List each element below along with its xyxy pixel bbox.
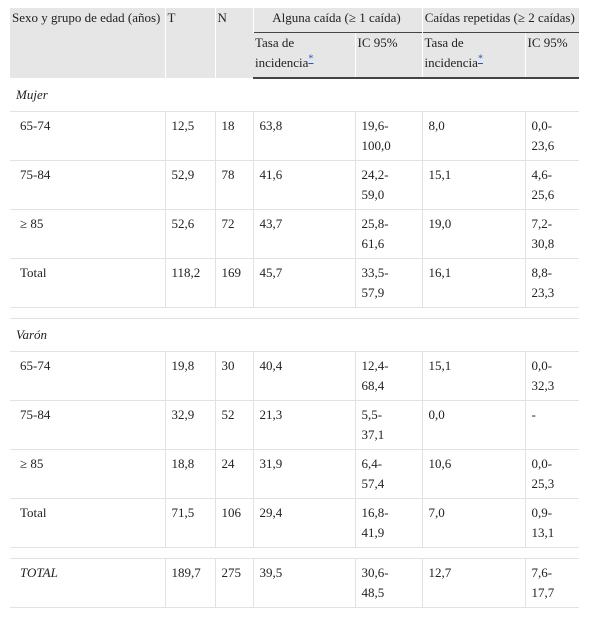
table-row: 75-84 52,9 78 41,6 24,2-59,0 15,1 4,6-25,6 (10, 160, 580, 210)
header-cell: Sexo y grupo de edad (años) (10, 8, 165, 78)
header-cell: Caídas repetidas (≥ 2 caídas) (421, 8, 580, 33)
spacer-row (10, 547, 580, 559)
subheader-cell: Tasa de incidencia* (253, 32, 355, 79)
data-cell: 72 (214, 209, 253, 259)
data-cell: 29,4 (252, 498, 355, 548)
table-row: Total 71,5 106 29,4 16,8-41,9 7,0 0,9-13,1 (10, 498, 580, 548)
data-cell: 39,5 (252, 558, 355, 608)
data-cell: 43,7 (252, 209, 355, 259)
data-cell: 8,0 (421, 111, 526, 161)
footnote-link[interactable]: * (308, 53, 314, 65)
subheader-label: Tasa de incidencia (424, 35, 478, 70)
section-row: Mujer (10, 78, 580, 112)
data-cell: 30 (214, 351, 253, 401)
subheader-cell: IC 95% (354, 32, 423, 79)
data-cell: 71,5 (164, 498, 215, 548)
row-label: Total (10, 498, 165, 548)
data-cell: 19,8 (164, 351, 215, 401)
data-cell: 19,0 (421, 209, 526, 259)
section-label: Varón (10, 318, 580, 352)
data-cell: 7,2-30,8 (524, 209, 580, 259)
data-cell: 32,9 (164, 400, 215, 450)
data-cell: 6,4-57,4 (354, 449, 423, 499)
data-cell: 18 (214, 111, 253, 161)
data-cell: 0,9-13,1 (524, 498, 580, 548)
row-label: ≥ 85 (10, 449, 165, 499)
row-label: TOTAL (10, 558, 165, 608)
table-row: ≥ 85 18,8 24 31,9 6,4-57,4 10,6 0,0-25,3 (10, 449, 580, 499)
data-cell: 10,6 (421, 449, 526, 499)
table-body: Mujer 65-74 12,5 18 63,8 19,6-100,0 8,0 0,0-23,… (10, 78, 580, 608)
data-cell: 25,8-61,6 (354, 209, 423, 259)
data-cell: 8,8-23,3 (524, 258, 580, 308)
data-cell: 7,6-17,7 (524, 558, 580, 608)
header-cell: N (214, 8, 253, 78)
spacer-row (10, 307, 580, 319)
data-cell: 41,6 (252, 160, 355, 210)
section-row: Varón (10, 318, 580, 352)
spacer-cell (10, 307, 580, 319)
total-row: TOTAL 189,7 275 39,5 30,6-48,5 12,7 7,6-17,7 (10, 558, 580, 608)
data-cell: 12,4-68,4 (354, 351, 423, 401)
data-cell: 15,1 (421, 160, 526, 210)
subheader-cell: Tasa de incidencia* (421, 32, 526, 79)
subheader-label: Tasa de incidencia (255, 35, 309, 70)
section-label: Mujer (10, 78, 580, 112)
data-cell: 0,0-25,3 (524, 449, 580, 499)
row-label: 75-84 (10, 160, 165, 210)
row-label: Total (10, 258, 165, 308)
data-cell: 21,3 (252, 400, 355, 450)
data-cell: 16,8-41,9 (354, 498, 423, 548)
subheader-cell: IC 95% (524, 32, 580, 79)
data-cell: 52 (214, 400, 253, 450)
data-cell: - (524, 400, 580, 450)
header-cell: T (164, 8, 215, 78)
data-cell: 19,6-100,0 (354, 111, 423, 161)
header-cell: Alguna caída (≥ 1 caída) (252, 8, 423, 33)
row-label: 65-74 (10, 111, 165, 161)
data-cell: 12,7 (421, 558, 526, 608)
data-cell: 12,5 (164, 111, 215, 161)
data-cell: 0,0-23,6 (524, 111, 580, 161)
table-row: ≥ 85 52,6 72 43,7 25,8-61,6 19,0 7,2-30,8 (10, 209, 580, 259)
data-cell: 52,6 (164, 209, 215, 259)
table-row: 65-74 19,8 30 40,4 12,4-68,4 15,1 0,0-32,3 (10, 351, 580, 401)
table-header: Sexo y grupo de edad (años) T N Alguna c… (10, 8, 580, 79)
data-cell: 16,1 (421, 258, 526, 308)
data-cell: 189,7 (164, 558, 215, 608)
data-cell: 40,4 (252, 351, 355, 401)
data-cell: 33,5-57,9 (354, 258, 423, 308)
subheader-label: IC 95% (527, 35, 568, 50)
data-cell: 106 (214, 498, 253, 548)
subheader-label: IC 95% (357, 35, 398, 50)
row-label: ≥ 85 (10, 209, 165, 259)
spacer-cell (10, 547, 580, 559)
table-row: 75-84 32,9 52 21,3 5,5-37,1 0,0- (10, 400, 580, 450)
data-cell: 15,1 (421, 351, 526, 401)
data-cell: 31,9 (252, 449, 355, 499)
data-cell: 30,6-48,5 (354, 558, 423, 608)
data-cell: 118,2 (164, 258, 215, 308)
table-row: 65-74 12,5 18 63,8 19,6-100,0 8,0 0,0-23,6 (10, 111, 580, 161)
data-cell: 45,7 (252, 258, 355, 308)
data-cell: 5,5-37,1 (354, 400, 423, 450)
data-cell: 24,2-59,0 (354, 160, 423, 210)
data-cell: 169 (214, 258, 253, 308)
data-cell: 4,6-25,6 (524, 160, 580, 210)
data-cell: 52,9 (164, 160, 215, 210)
data-cell: 18,8 (164, 449, 215, 499)
row-label: 75-84 (10, 400, 165, 450)
data-table: Sexo y grupo de edad (años) T N Alguna c… (10, 8, 580, 608)
footnote-link[interactable]: * (477, 53, 483, 65)
data-cell: 7,0 (421, 498, 526, 548)
data-cell: 275 (214, 558, 253, 608)
table-row: Total 118,2 169 45,7 33,5-57,9 16,1 8,8-23,3 (10, 258, 580, 308)
data-cell: 78 (214, 160, 253, 210)
row-label: 65-74 (10, 351, 165, 401)
data-cell: 24 (214, 449, 253, 499)
data-cell: 0,0 (421, 400, 526, 450)
data-cell: 0,0-32,3 (524, 351, 580, 401)
data-cell: 63,8 (252, 111, 355, 161)
